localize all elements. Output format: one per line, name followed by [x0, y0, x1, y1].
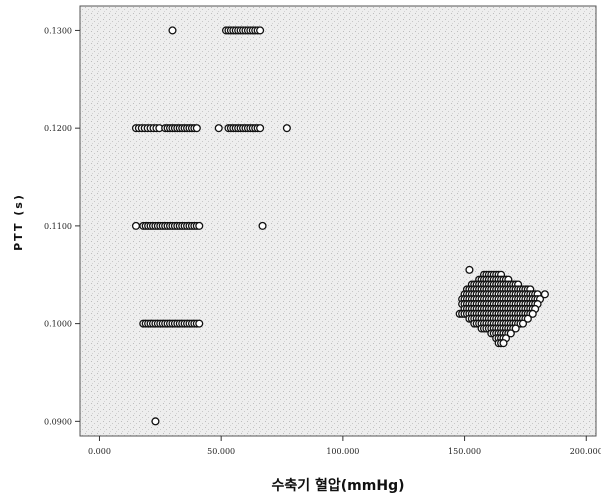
data-point [131, 221, 141, 230]
data-point [214, 124, 223, 133]
y-axis-title: PTT (s) [12, 193, 25, 251]
data-points [131, 26, 549, 426]
data-point [256, 26, 265, 35]
data-point [506, 329, 515, 338]
y-axis-ticks: 0.0900 0.1000 0.1100 0.1200 0.1300 [44, 26, 80, 426]
x-axis-title: 수축기 혈압(mmHg) [272, 477, 405, 494]
plot-area [79, 5, 597, 437]
data-point [528, 309, 537, 318]
data-point [168, 26, 177, 35]
data-point [499, 339, 508, 348]
data-point [465, 265, 474, 274]
data-point [256, 124, 265, 133]
x-tick-label: 200.000 [570, 447, 601, 456]
y-tick-label: 0.1100 [44, 222, 72, 231]
x-tick-label: 100.000 [326, 447, 359, 456]
x-tick-label: 50.000 [207, 447, 235, 456]
y-tick-label: 0.0900 [44, 417, 72, 426]
data-point [151, 417, 160, 426]
data-point [540, 290, 549, 299]
data-point [518, 319, 528, 328]
x-axis-ticks: 0.000 50.000 100.000 150.000 200.000 [88, 436, 601, 456]
data-point [282, 124, 291, 133]
y-tick-label: 0.1200 [44, 124, 72, 133]
data-point [258, 221, 267, 230]
data-point [195, 221, 204, 230]
x-tick-label: 150.000 [448, 447, 481, 456]
y-tick-label: 0.1000 [44, 320, 72, 329]
data-point [195, 319, 204, 328]
y-tick-label: 0.1300 [44, 26, 72, 35]
x-tick-label: 0.000 [88, 447, 111, 456]
data-point [523, 314, 532, 323]
data-point [511, 324, 520, 333]
data-point [192, 124, 201, 133]
